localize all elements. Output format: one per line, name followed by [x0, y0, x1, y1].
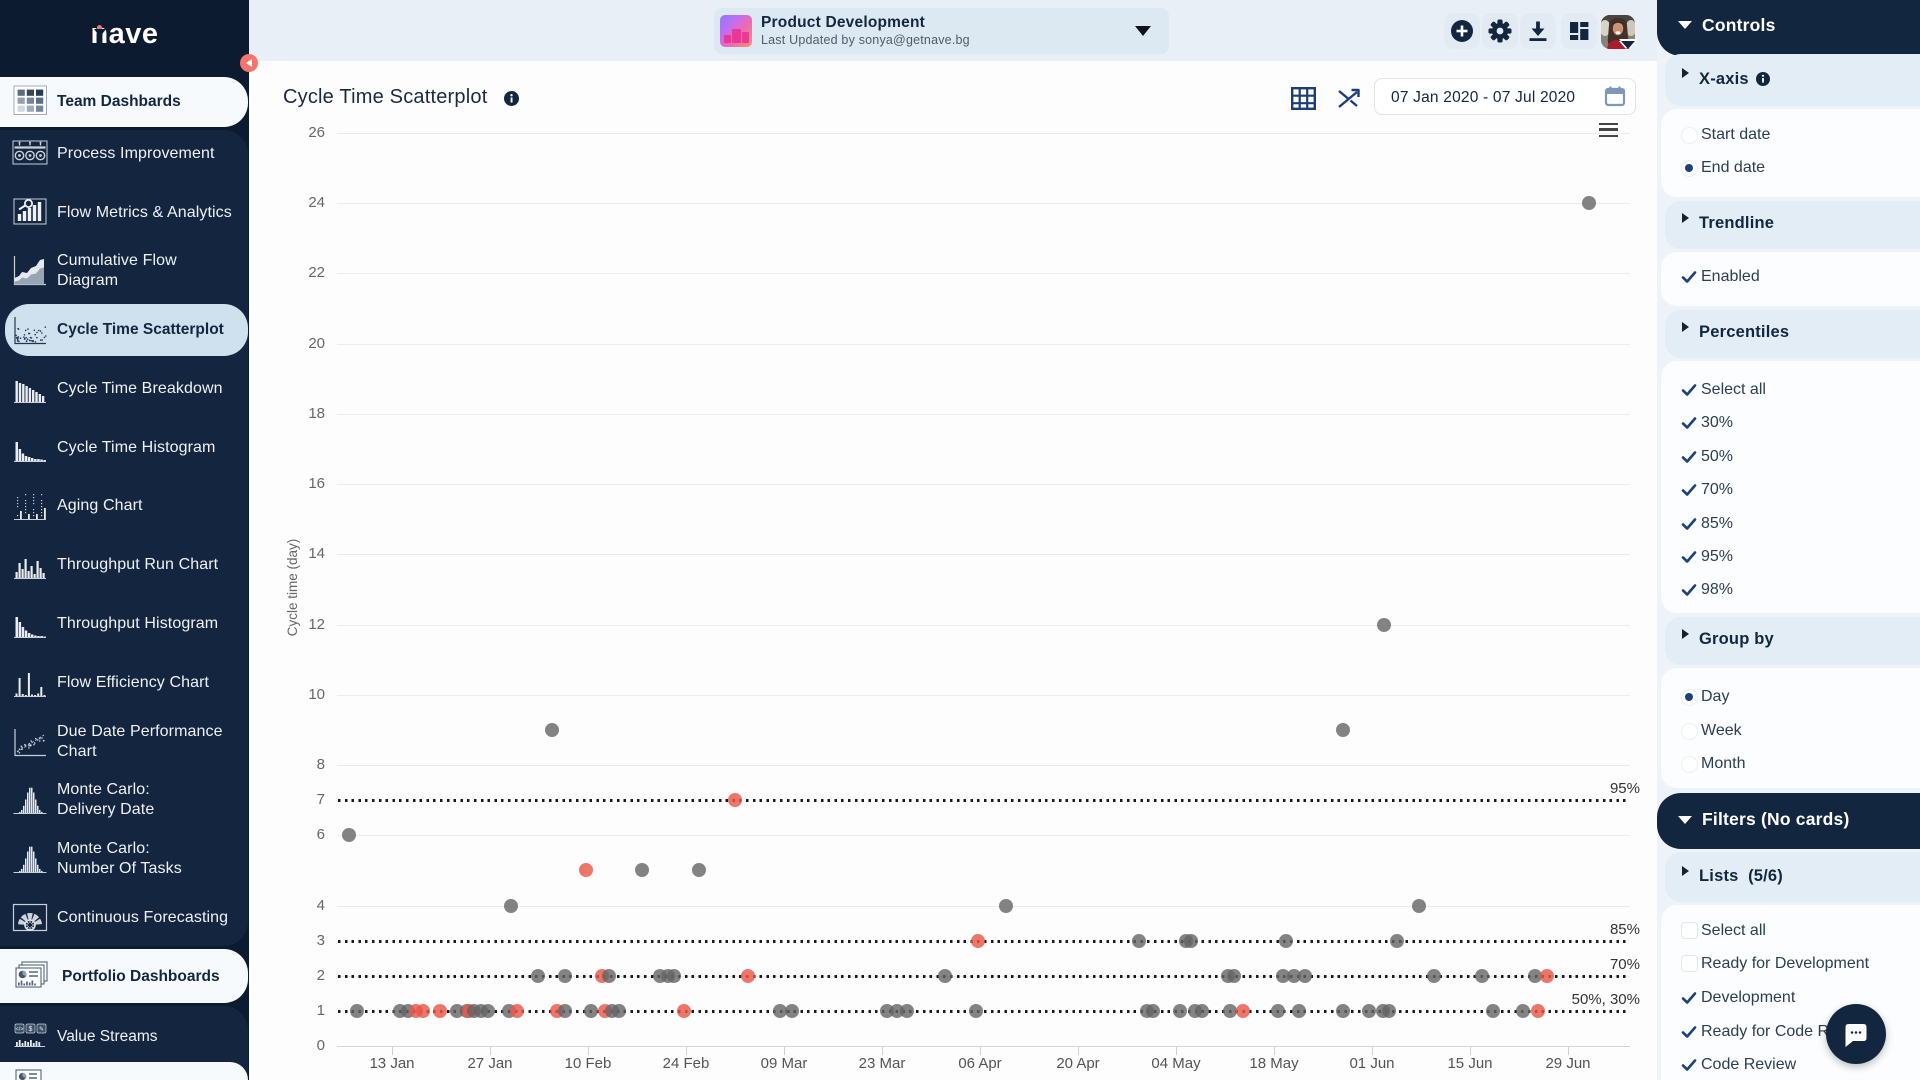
svg-text:</>: </>	[16, 1027, 24, 1033]
svg-text:$: $	[29, 1026, 33, 1033]
svg-text:✎: ✎	[39, 1026, 44, 1033]
